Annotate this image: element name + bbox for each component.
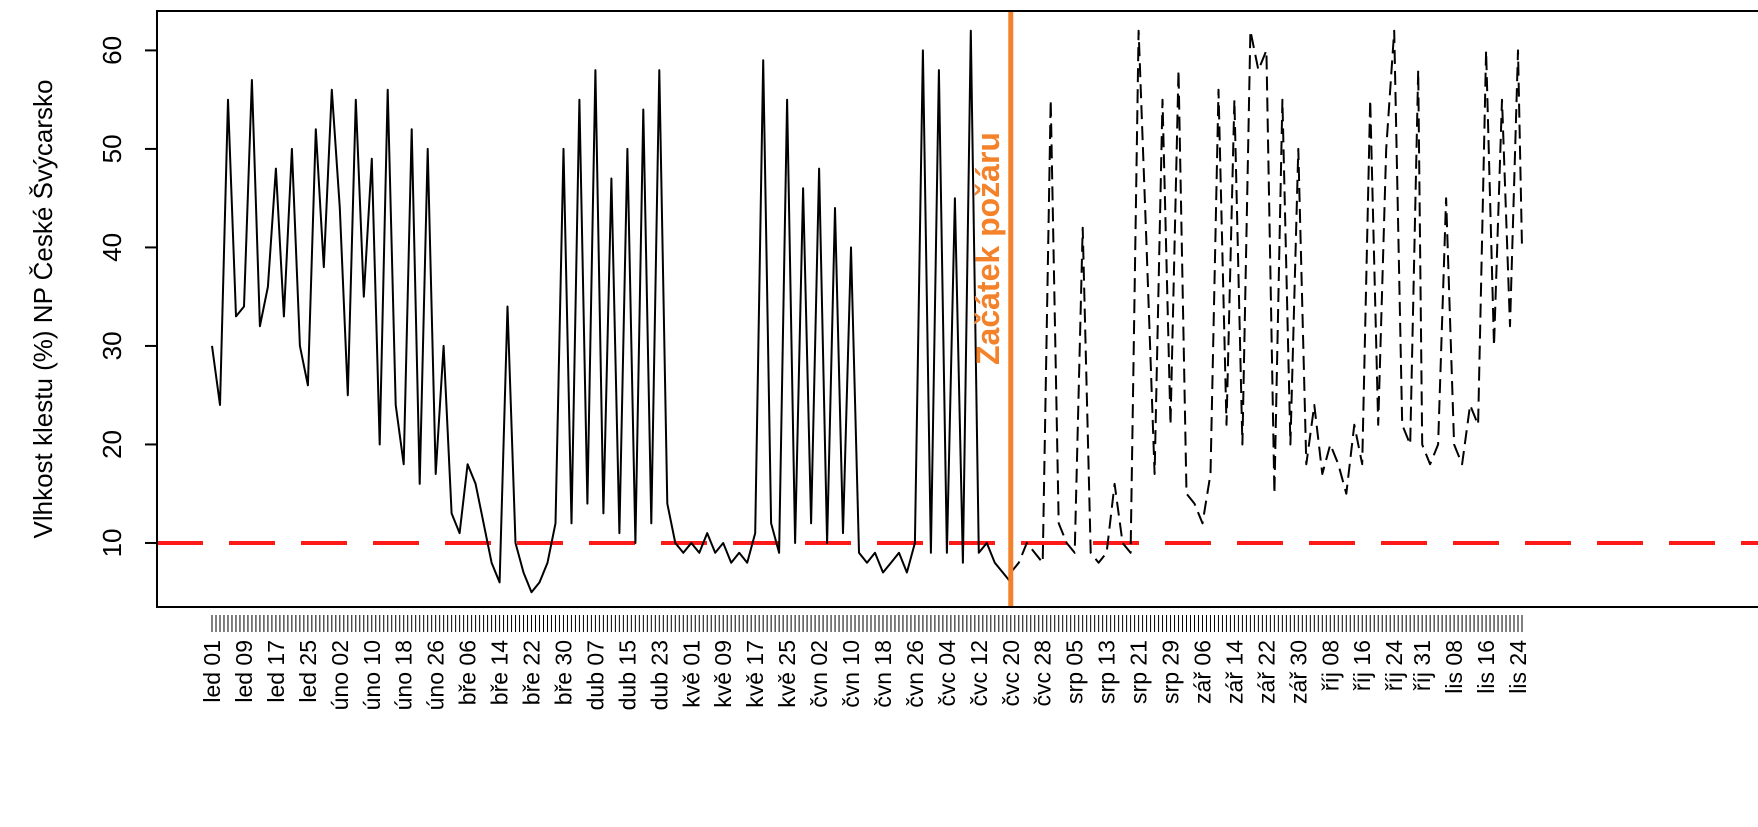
x-tick-label: srp 05 [1062, 640, 1088, 704]
x-tick-label: dub 23 [646, 640, 672, 710]
x-tick-label: kvě 25 [774, 640, 800, 708]
x-tick-label: dub 15 [614, 640, 640, 710]
x-tick-label: říj 08 [1317, 640, 1343, 691]
x-tick-label: čvn 10 [838, 640, 864, 708]
x-tick-label: čvc 12 [966, 640, 992, 706]
x-tick-label: bře 22 [519, 640, 545, 705]
x-tick-label: led 17 [263, 640, 289, 703]
y-tick-label: 50 [97, 134, 127, 163]
series-line [1010, 29, 1523, 574]
x-tick-label: led 09 [231, 640, 257, 703]
x-tick-label: úno 02 [327, 640, 353, 710]
x-tick-label: čvc 20 [998, 640, 1024, 706]
x-tick-label: srp 29 [1158, 640, 1184, 704]
y-tick-label: 20 [97, 430, 127, 459]
x-tick-label: bře 14 [487, 640, 513, 705]
x-tick-label: úno 18 [391, 640, 417, 710]
x-tick-label: lis 16 [1473, 640, 1499, 694]
x-tick-label: říj 24 [1381, 640, 1407, 691]
x-tick-label: úno 26 [423, 640, 449, 710]
tick-layer [145, 49, 1523, 632]
x-tick-label: kvě 17 [742, 640, 768, 708]
x-tick-label: dub 07 [582, 640, 608, 710]
y-tick-label: 60 [97, 36, 127, 65]
x-tick-label: led 01 [199, 640, 225, 703]
y-axis-label: Vlhkost klestu (%) NP České Švýcarsko [28, 80, 58, 539]
x-tick-label: srp 13 [1094, 640, 1120, 704]
x-tick-label: lis 08 [1441, 640, 1467, 694]
x-tick-label: čvc 04 [934, 640, 960, 707]
y-tick-label: 30 [97, 331, 127, 360]
y-tick-label: 10 [97, 529, 127, 558]
x-tick-label: úno 10 [359, 640, 385, 710]
x-tick-label: bře 30 [550, 640, 576, 705]
x-tick-label: zář 06 [1189, 640, 1215, 704]
x-tick-label: čvn 18 [870, 640, 896, 708]
series-line [211, 29, 1012, 594]
fire-start-label: Začátek požáru [970, 132, 1006, 365]
x-tick-label: zář 22 [1253, 640, 1279, 704]
x-tick-label: čvn 02 [806, 640, 832, 708]
x-tick-label: zář 14 [1221, 640, 1247, 704]
x-tick-label: čvc 28 [1030, 640, 1056, 706]
x-tick-label: říj 31 [1409, 640, 1435, 691]
x-tick-label: zář 30 [1285, 640, 1311, 704]
x-tick-label: kvě 01 [678, 640, 704, 708]
x-tick-label: srp 21 [1126, 640, 1152, 704]
y-tick-label: 40 [97, 233, 127, 262]
x-tick-label: led 25 [295, 640, 321, 703]
plot-frame [156, 10, 1758, 608]
x-tick-label: lis 24 [1505, 640, 1531, 694]
x-tick-label: čvn 26 [902, 640, 928, 708]
x-tick-label: říj 16 [1349, 640, 1375, 691]
x-tick-label: kvě 09 [710, 640, 736, 708]
x-tick-label: bře 06 [455, 640, 481, 705]
label-layer: led 01 led 09 led 17 led 25 úno 02 úno 10 úno … [28, 36, 1531, 710]
series-layer [211, 29, 1523, 594]
